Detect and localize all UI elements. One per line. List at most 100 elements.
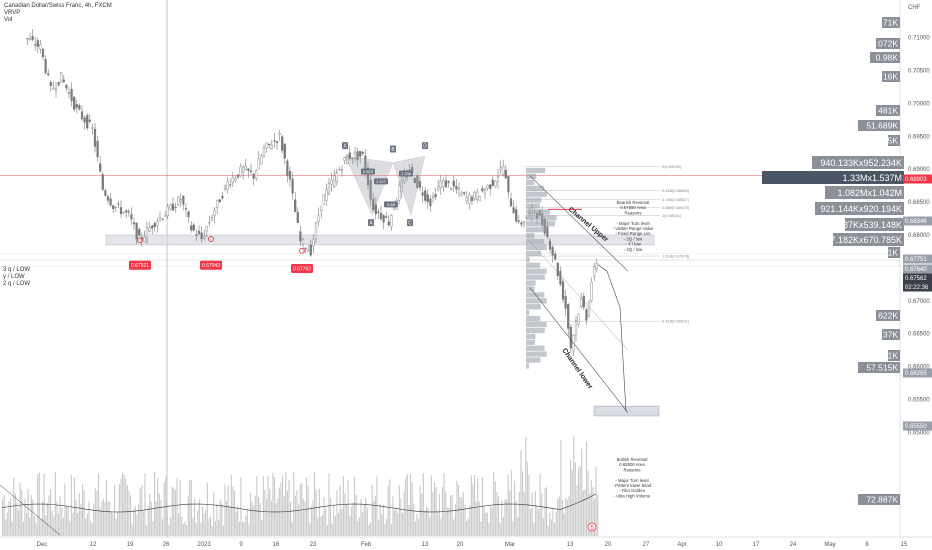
volume-bar bbox=[168, 524, 170, 536]
volume-bar bbox=[594, 498, 596, 536]
candle-body bbox=[460, 192, 463, 196]
candle-body bbox=[333, 175, 336, 187]
candle-body bbox=[171, 203, 175, 211]
candle-body bbox=[216, 199, 219, 208]
volume-bar bbox=[91, 523, 93, 536]
candle-body bbox=[62, 79, 65, 83]
volume-bar bbox=[262, 476, 264, 536]
volume-bar bbox=[219, 499, 221, 536]
candle-body bbox=[447, 180, 450, 183]
candle-body bbox=[431, 195, 435, 198]
volume-bar bbox=[485, 512, 487, 536]
volume-bar bbox=[46, 502, 48, 536]
volume-bar bbox=[286, 491, 288, 536]
volume-profile-bar bbox=[833, 233, 904, 246]
volume-bar bbox=[307, 486, 309, 536]
volume-bar bbox=[29, 517, 31, 536]
candle-body bbox=[70, 88, 73, 102]
candle-body bbox=[301, 239, 305, 245]
symbol-title[interactable]: Canadian Dollar/Swiss Franc, 4h, FXCM bbox=[4, 3, 112, 9]
candle-body bbox=[312, 239, 315, 247]
volume-bar bbox=[122, 472, 124, 536]
volume-bar bbox=[293, 472, 295, 536]
price-tag-label: 0.65550 bbox=[905, 424, 927, 430]
candle-body bbox=[483, 189, 487, 194]
volume-bar bbox=[474, 475, 476, 536]
candle-body bbox=[265, 142, 268, 149]
volume-bar bbox=[528, 474, 530, 536]
indicator-vol-label[interactable]: Vol bbox=[4, 17, 13, 23]
candle-body bbox=[489, 184, 492, 189]
volume-bar bbox=[432, 491, 434, 536]
volume-bar bbox=[541, 493, 543, 536]
volume-bar bbox=[570, 459, 572, 536]
volume-bar bbox=[58, 513, 60, 536]
candle-body bbox=[556, 262, 559, 277]
volume-bar bbox=[118, 483, 120, 536]
fib-label: 0(0.69039) bbox=[662, 164, 682, 169]
volume-bar bbox=[290, 501, 292, 536]
candle-body bbox=[561, 281, 565, 300]
candle-body bbox=[387, 221, 390, 226]
candle-body bbox=[413, 178, 416, 184]
candle-body bbox=[338, 169, 341, 171]
candle-body bbox=[39, 44, 42, 50]
volume-bar bbox=[421, 493, 423, 536]
pattern-ratio-label: 1.127 bbox=[376, 179, 387, 184]
volume-bar bbox=[136, 514, 138, 536]
price-tag-bg bbox=[903, 282, 932, 292]
candle-body bbox=[151, 225, 154, 229]
volume-bar bbox=[336, 489, 338, 536]
candle-body bbox=[400, 179, 403, 193]
volume-bar bbox=[581, 448, 583, 536]
volume-bar bbox=[592, 487, 594, 536]
volume-bar bbox=[205, 509, 207, 536]
candle-body bbox=[52, 87, 55, 90]
pattern-ratio-bg bbox=[399, 170, 413, 177]
price-tag-bg bbox=[903, 174, 932, 184]
volume-bar bbox=[75, 500, 77, 536]
volume-bar bbox=[531, 492, 533, 536]
volume-bar bbox=[221, 503, 223, 536]
volume-bar bbox=[280, 482, 282, 536]
fib-label: 1(0.68301) bbox=[662, 213, 682, 218]
diagonal-trend-line bbox=[0, 484, 61, 536]
volume-bar bbox=[269, 488, 271, 536]
volume-bar bbox=[502, 517, 504, 536]
volume-bar bbox=[128, 490, 130, 536]
volume-bar bbox=[43, 473, 45, 536]
volume-bar bbox=[560, 440, 562, 536]
candle-body bbox=[34, 44, 37, 46]
volume-profile-label: 921.144Kx920.194K bbox=[820, 204, 902, 214]
volume-bar bbox=[315, 489, 317, 536]
bearish-note-line: - Visible Range Value bbox=[613, 226, 655, 231]
right-tag-bg bbox=[882, 17, 900, 28]
volume-bar bbox=[267, 476, 269, 536]
volume-bar bbox=[395, 507, 397, 536]
volume-bar bbox=[419, 486, 421, 536]
volume-bar bbox=[448, 507, 450, 536]
y-tick-label: 0.65500 bbox=[908, 398, 930, 404]
volume-bar bbox=[152, 521, 154, 536]
candle-body bbox=[468, 194, 471, 204]
candle-body bbox=[109, 198, 112, 206]
marker-circle bbox=[208, 236, 214, 242]
indicator-vrvp-label[interactable]: VRVP bbox=[4, 10, 21, 16]
volume-bar bbox=[301, 482, 303, 536]
volume-bar bbox=[83, 490, 85, 536]
candle-body bbox=[60, 71, 63, 83]
volume-bar bbox=[494, 481, 496, 536]
volume-bar bbox=[435, 487, 437, 536]
volume-bar bbox=[86, 513, 88, 536]
volume-bar bbox=[123, 475, 125, 536]
channel-upper-line bbox=[529, 175, 629, 272]
candle-body bbox=[442, 180, 445, 187]
volume-bar bbox=[206, 482, 208, 536]
candle-body bbox=[252, 173, 255, 179]
vrvp-bar bbox=[526, 209, 550, 215]
volume-bar bbox=[381, 513, 383, 536]
candle-body bbox=[587, 302, 591, 317]
volume-bar bbox=[466, 521, 468, 536]
candle-body bbox=[31, 36, 34, 40]
